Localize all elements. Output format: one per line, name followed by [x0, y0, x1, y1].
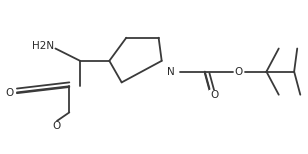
Text: O: O	[210, 91, 218, 100]
Text: N: N	[167, 67, 175, 77]
Text: O: O	[53, 121, 61, 131]
Text: O: O	[6, 88, 14, 98]
Text: O: O	[234, 67, 242, 77]
Text: H2N: H2N	[32, 41, 54, 51]
